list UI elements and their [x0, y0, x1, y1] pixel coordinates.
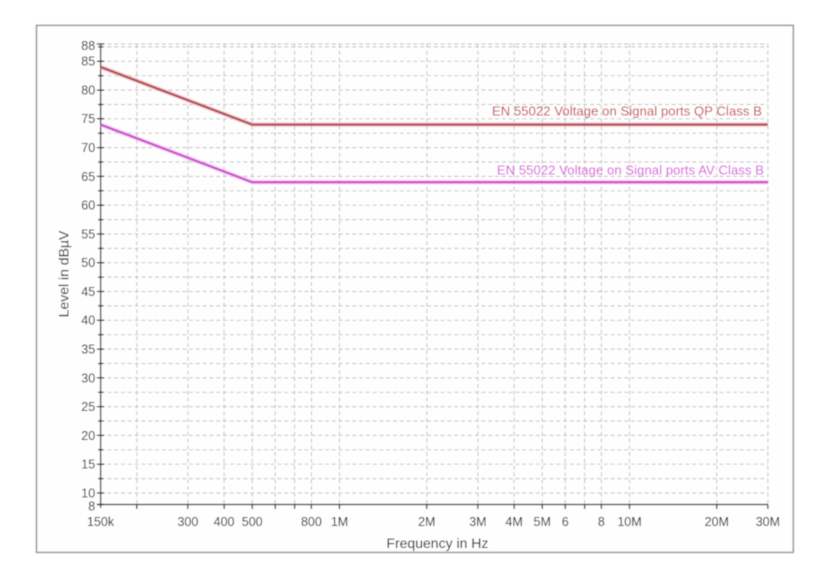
svg-text:150k: 150k — [87, 515, 115, 529]
svg-text:70: 70 — [81, 141, 95, 155]
svg-text:4M: 4M — [505, 515, 522, 529]
svg-text:65: 65 — [81, 170, 95, 184]
svg-text:20: 20 — [81, 429, 95, 443]
svg-text:40: 40 — [81, 314, 95, 328]
svg-text:88: 88 — [81, 39, 95, 53]
svg-text:2M: 2M — [418, 515, 435, 529]
svg-text:500: 500 — [242, 515, 263, 529]
svg-text:10: 10 — [81, 486, 95, 500]
svg-text:6: 6 — [562, 515, 569, 529]
svg-text:55: 55 — [81, 227, 95, 241]
svg-text:Level in dBµV: Level in dBµV — [56, 230, 72, 317]
svg-text:8: 8 — [598, 515, 605, 529]
svg-text:EN 55022 Voltage on Signal por: EN 55022 Voltage on Signal ports AV Clas… — [497, 163, 764, 178]
svg-text:Frequency in Hz: Frequency in Hz — [386, 535, 488, 551]
svg-text:3M: 3M — [469, 515, 486, 529]
svg-text:25: 25 — [81, 400, 95, 414]
svg-text:75: 75 — [81, 112, 95, 126]
svg-text:400: 400 — [214, 515, 235, 529]
svg-text:85: 85 — [81, 55, 95, 69]
svg-text:30: 30 — [81, 371, 95, 385]
svg-text:EN 55022 Voltage on Signal por: EN 55022 Voltage on Signal ports QP Clas… — [492, 103, 762, 118]
svg-text:60: 60 — [81, 199, 95, 213]
svg-text:35: 35 — [81, 343, 95, 357]
svg-text:15: 15 — [81, 458, 95, 472]
svg-text:80: 80 — [81, 84, 95, 98]
svg-text:1M: 1M — [331, 515, 348, 529]
svg-text:45: 45 — [81, 285, 95, 299]
svg-text:5M: 5M — [534, 515, 551, 529]
svg-text:20M: 20M — [705, 515, 729, 529]
svg-text:10M: 10M — [617, 515, 641, 529]
svg-text:800: 800 — [301, 515, 322, 529]
svg-text:30M: 30M — [756, 515, 780, 529]
svg-text:8: 8 — [88, 499, 95, 513]
svg-text:300: 300 — [177, 515, 198, 529]
svg-text:50: 50 — [81, 256, 95, 270]
